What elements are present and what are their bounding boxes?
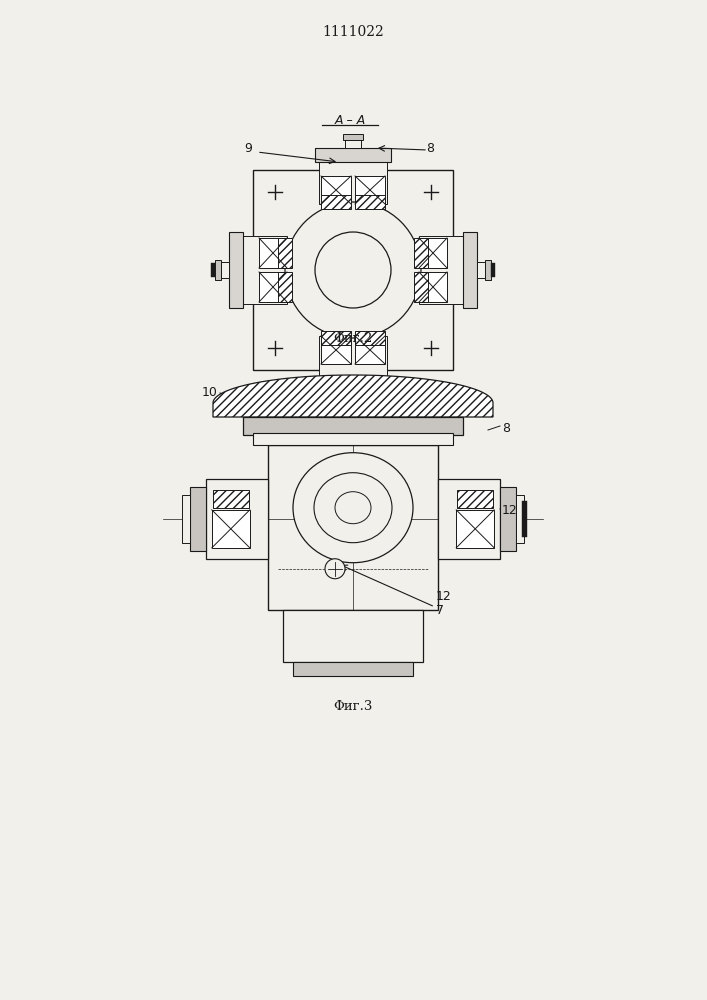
Bar — [491, 263, 495, 277]
Bar — [419, 238, 447, 268]
Bar — [283, 610, 423, 662]
Bar — [321, 336, 351, 364]
Circle shape — [315, 232, 391, 308]
Ellipse shape — [293, 453, 413, 563]
Bar — [278, 238, 292, 268]
Text: Φиг.2: Φиг.2 — [334, 332, 373, 344]
Bar — [419, 236, 463, 304]
Bar — [463, 232, 477, 308]
Bar — [315, 148, 391, 162]
Bar — [321, 176, 351, 204]
Bar — [485, 260, 491, 280]
Bar — [516, 495, 524, 543]
Bar — [522, 501, 527, 537]
Bar — [419, 272, 447, 302]
Bar — [243, 417, 463, 435]
Text: 12: 12 — [502, 504, 518, 516]
Bar — [243, 236, 287, 304]
Bar — [319, 336, 387, 380]
Circle shape — [285, 202, 421, 338]
Bar — [253, 433, 453, 445]
Text: 8: 8 — [502, 422, 510, 434]
Bar — [345, 392, 361, 400]
Bar — [321, 331, 351, 345]
Ellipse shape — [314, 473, 392, 543]
Bar — [211, 263, 215, 277]
Bar — [268, 445, 438, 610]
Text: A – A: A – A — [334, 113, 366, 126]
Bar — [259, 238, 287, 268]
Text: 10: 10 — [202, 386, 218, 399]
Bar — [355, 336, 385, 364]
Text: Вид Б: Вид Б — [325, 375, 367, 388]
Polygon shape — [213, 375, 493, 417]
Text: 1111022: 1111022 — [322, 25, 384, 39]
Bar — [343, 400, 363, 406]
Bar — [182, 495, 190, 543]
Bar — [253, 170, 453, 370]
Text: Φиг.3: Φиг.3 — [333, 700, 373, 714]
Bar — [456, 510, 494, 548]
Bar — [321, 195, 351, 209]
Text: 9: 9 — [244, 141, 252, 154]
Bar — [221, 262, 229, 278]
Bar — [190, 487, 206, 551]
Bar — [215, 260, 221, 280]
Bar — [229, 232, 243, 308]
Bar — [355, 195, 385, 209]
Bar — [293, 662, 413, 676]
Text: 7: 7 — [436, 603, 444, 616]
Ellipse shape — [335, 492, 371, 524]
Bar — [212, 510, 250, 548]
Bar — [355, 331, 385, 345]
Bar — [343, 134, 363, 140]
Text: 8: 8 — [426, 141, 434, 154]
Bar — [414, 238, 428, 268]
Bar — [355, 176, 385, 204]
Bar — [213, 490, 249, 508]
Bar — [278, 272, 292, 302]
Bar — [345, 140, 361, 148]
Bar — [457, 490, 493, 508]
Bar — [319, 160, 387, 204]
Circle shape — [325, 559, 345, 579]
Bar — [477, 262, 485, 278]
Bar — [500, 487, 516, 551]
Text: 12: 12 — [436, 589, 452, 602]
Bar — [438, 479, 500, 559]
Bar — [259, 272, 287, 302]
Bar — [315, 378, 391, 392]
Bar — [414, 272, 428, 302]
Bar — [206, 479, 268, 559]
